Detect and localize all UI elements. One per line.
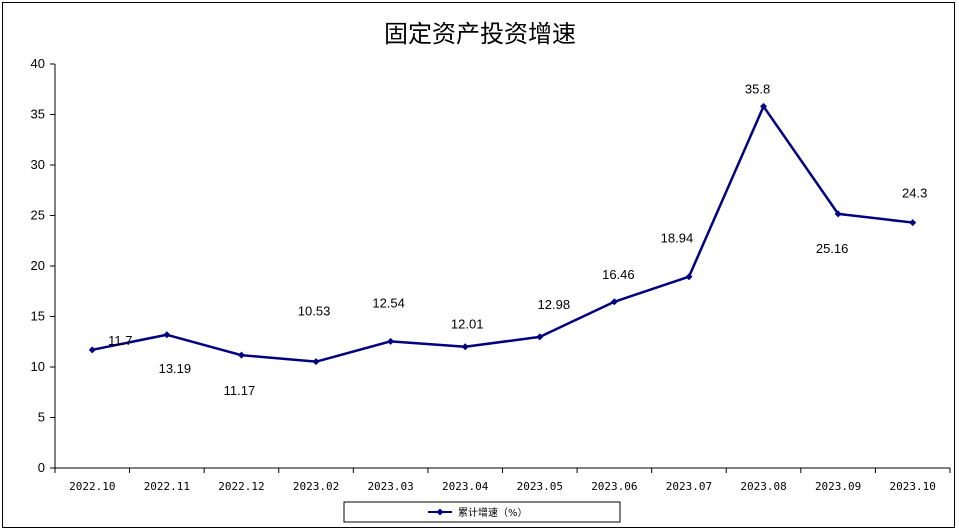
x-tick-label: 2023.08 (740, 480, 786, 493)
x-tick-label: 2023.10 (890, 480, 936, 493)
legend: 累计增速（%） (343, 501, 621, 523)
data-point (536, 333, 544, 341)
data-point (834, 210, 842, 218)
legend-box (343, 501, 621, 523)
y-tick-label: 40 (31, 56, 45, 71)
x-tick-label: 2023.05 (517, 480, 563, 493)
data-point (88, 346, 96, 354)
data-label: 12.01 (451, 317, 484, 332)
data-point (760, 102, 768, 110)
data-label: 35.8 (745, 81, 770, 96)
data-label: 24.3 (902, 186, 927, 201)
legend-marker (436, 508, 444, 516)
x-tick-label: 2022.12 (218, 480, 264, 493)
data-label: 11.7 (108, 333, 132, 348)
series-layer (88, 102, 917, 366)
x-tick-label: 2023.03 (367, 480, 413, 493)
y-tick-label: 25 (31, 208, 45, 223)
x-tick-label: 2023.06 (591, 480, 637, 493)
data-label: 12.98 (538, 297, 571, 312)
data-label: 12.54 (372, 295, 405, 310)
y-tick-label: 10 (31, 359, 45, 374)
y-tick-label: 5 (38, 410, 45, 425)
series-line (92, 105, 913, 363)
axes: 0 5 10 15 20 25 30 35 40 2022.10 2022.11 2022.12 202… (31, 56, 951, 493)
legend-label: 累计增速（%） (458, 506, 528, 519)
data-label: 13.19 (159, 361, 192, 376)
data-label: 18.94 (661, 231, 694, 246)
data-point (610, 298, 618, 306)
y-tick-label: 20 (31, 258, 45, 273)
chart-title: 固定资产投资增速 (384, 20, 576, 48)
data-point (461, 343, 469, 351)
x-tick-label: 2022.11 (144, 480, 190, 493)
y-tick-label: 15 (31, 309, 45, 324)
x-tick-label: 2023.09 (815, 480, 861, 493)
x-tick-label: 2022.10 (69, 480, 115, 493)
data-point (685, 273, 693, 281)
data-labels: 11.7 13.19 11.17 10.53 12.54 12.01 12.98 16.46 1… (108, 81, 927, 398)
data-point (387, 337, 395, 345)
y-tick-label: 35 (31, 107, 45, 122)
y-tick-label: 30 (31, 157, 45, 172)
data-point (163, 331, 171, 339)
x-tick-label: 2023.02 (293, 480, 339, 493)
data-label: 11.17 (224, 383, 256, 398)
data-point (909, 219, 917, 227)
data-point (237, 351, 245, 359)
data-label: 16.46 (602, 267, 635, 282)
x-tick-label: 2023.07 (666, 480, 712, 493)
y-tick-label: 0 (38, 460, 45, 475)
x-tick-label: 2023.04 (442, 480, 489, 493)
data-point (312, 358, 320, 366)
data-label: 25.16 (816, 241, 849, 256)
data-label: 10.53 (298, 304, 331, 319)
